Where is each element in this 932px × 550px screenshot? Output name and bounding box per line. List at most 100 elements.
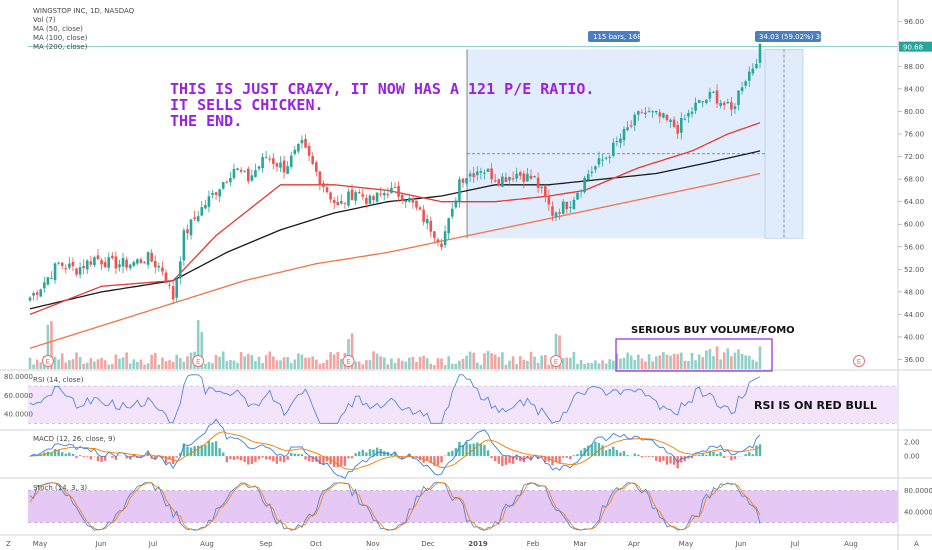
volume-bar <box>400 360 404 369</box>
legend-ma200[interactable]: MA (200, close) <box>33 43 88 51</box>
price-axis-tick: 60.00 <box>904 221 924 229</box>
volume-bar <box>529 351 533 369</box>
volume-bar <box>433 364 436 369</box>
corner-z-button[interactable]: Z <box>6 540 11 548</box>
macd-histogram-bar <box>343 456 347 466</box>
macd-histogram-bar <box>365 452 368 457</box>
candle-body <box>107 257 111 268</box>
price-axis-tick: 68.00 <box>904 176 924 184</box>
candle-body <box>368 195 372 204</box>
macd-histogram-bar <box>719 452 722 457</box>
candle-body <box>254 170 257 177</box>
ma100-line <box>29 150 761 310</box>
macd-histogram-bar <box>451 450 454 457</box>
candle-body <box>164 272 168 284</box>
macd-histogram-bar <box>669 456 672 464</box>
volume-bar <box>221 351 225 369</box>
candle-body <box>153 261 157 268</box>
volume-bar <box>243 356 247 369</box>
volume-bar <box>350 333 354 369</box>
candle-body <box>46 277 50 285</box>
candle-body <box>536 177 540 188</box>
candle-body <box>150 252 153 262</box>
volume-bar <box>565 357 569 369</box>
macd-histogram-bar <box>304 456 307 460</box>
macd-histogram-bar <box>322 456 325 465</box>
macd-histogram-bar <box>701 453 704 457</box>
macd-histogram-bar <box>758 444 762 457</box>
candle-body <box>43 282 46 289</box>
macd-histogram-bar <box>78 455 82 457</box>
volume-highlight-box[interactable] <box>615 338 773 372</box>
macd-histogram-bar <box>204 444 207 457</box>
volume-bar <box>379 356 382 369</box>
macd-histogram-bar <box>89 456 93 460</box>
volume-bar <box>82 363 85 369</box>
volume-bar <box>415 361 418 369</box>
stoch-label[interactable]: Stoch (14, 3, 3) <box>33 484 87 492</box>
legend-volume[interactable]: Vol (7) <box>33 16 56 24</box>
volume-bar <box>182 361 186 369</box>
macd-histogram-bar <box>103 456 107 461</box>
volume-bar <box>236 362 239 369</box>
candle-body <box>558 212 561 214</box>
macd-histogram-bar <box>125 456 128 459</box>
macd-histogram-bar <box>53 449 57 457</box>
annotation-headline-3: THE END. <box>170 112 242 130</box>
rsi-label[interactable]: RSI (14, close) <box>33 376 84 384</box>
macd-histogram-bar <box>426 456 429 461</box>
volume-bar <box>486 351 490 369</box>
macd-histogram-bar <box>272 456 275 462</box>
volume-bar <box>50 321 53 369</box>
legend-ma50[interactable]: MA (50, close) <box>33 25 83 33</box>
macd-histogram-bar <box>665 456 669 465</box>
volume-bar <box>89 358 93 369</box>
measure-tool[interactable] <box>466 49 804 239</box>
candle-body <box>189 219 193 236</box>
volume-bar <box>440 358 443 369</box>
svg-text:34.03 (59.02%) 3403: 34.03 (59.02%) 3403 <box>759 33 833 41</box>
volume-bar <box>629 355 633 369</box>
macd-histogram-bar <box>282 456 286 463</box>
volume-bar <box>447 356 450 369</box>
macd-histogram-bar <box>347 456 350 459</box>
macd-histogram-bar <box>458 441 461 457</box>
candle-body <box>53 263 57 281</box>
macd-histogram-bar <box>225 456 229 463</box>
volume-bar <box>726 348 730 369</box>
candle-body <box>146 252 150 265</box>
candle-body <box>250 175 254 181</box>
candle-body <box>472 173 476 178</box>
candle-body <box>497 179 501 186</box>
rsi-pane[interactable]: 40.0000 60.0000 80.0000 <box>4 373 898 424</box>
macd-histogram-bar <box>476 442 479 457</box>
macd-label[interactable]: MACD (12, 26, close, 9) <box>33 435 116 443</box>
volume-bar <box>404 361 408 369</box>
macd-histogram-bar <box>358 451 361 457</box>
candle-body <box>740 87 744 91</box>
volume-bar <box>214 354 218 369</box>
legend-ma100[interactable]: MA (100, close) <box>33 34 88 42</box>
volume-bar <box>168 360 171 369</box>
macd-histogram-bar <box>164 456 168 464</box>
macd-pane[interactable]: 0.00 2.00 <box>28 418 920 480</box>
measure-bars-badge: 115 bars, 168d <box>588 31 646 42</box>
macd-histogram-bar <box>508 456 511 464</box>
candle-body <box>751 68 755 74</box>
corner-a-button[interactable]: A <box>914 540 919 548</box>
volume-bar <box>540 355 544 369</box>
earnings-marker <box>192 355 205 367</box>
volume-bar <box>665 354 669 369</box>
macd-histogram-bar <box>733 456 737 460</box>
macd-histogram-bar <box>214 441 218 457</box>
candle-body <box>404 200 408 203</box>
candle-body <box>272 158 275 165</box>
annotation-rsi-note: RSI IS ON RED BULL <box>754 399 877 412</box>
volume-bar <box>132 359 136 369</box>
stoch-pane[interactable]: 40.0000 80.0000 <box>28 482 932 531</box>
candle-body <box>594 166 597 170</box>
macd-axis-tick: 2.00 <box>904 438 920 446</box>
candle-body <box>672 119 676 127</box>
candle-body <box>218 189 221 197</box>
